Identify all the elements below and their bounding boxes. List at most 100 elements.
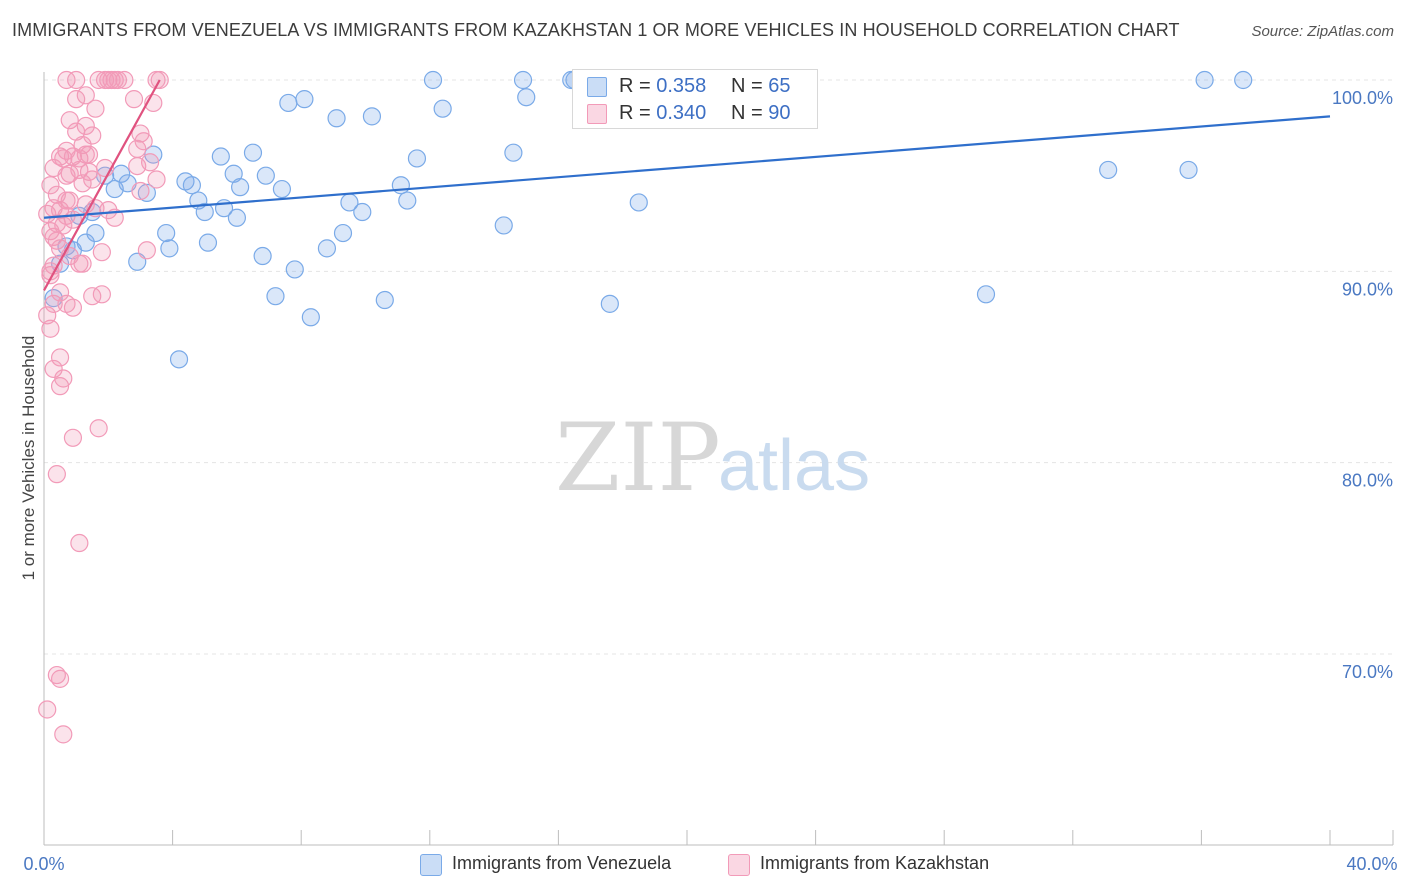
point-venezuela — [494, 216, 513, 235]
stats-legend: R = 0.358 N = 65 R = 0.340 N = 90 — [572, 69, 818, 129]
point-venezuela — [1234, 70, 1253, 90]
point-kazakhstan — [83, 170, 102, 189]
point-kazakhstan — [44, 359, 63, 379]
point-venezuela — [333, 223, 353, 243]
y-axis-label: 1 or more Vehicles in Household — [19, 336, 38, 581]
point-kazakhstan — [50, 669, 70, 688]
point-kazakhstan — [47, 231, 66, 250]
point-kazakhstan — [38, 700, 57, 719]
point-kazakhstan — [76, 116, 95, 136]
point-venezuela — [112, 164, 131, 183]
point-kazakhstan — [57, 191, 76, 210]
point-venezuela — [231, 178, 250, 197]
point-venezuela — [157, 223, 176, 243]
trend-line-venezuela — [43, 115, 1331, 219]
point-kazakhstan — [92, 243, 111, 262]
point-kazakhstan — [89, 419, 108, 438]
point-kazakhstan — [54, 725, 73, 744]
legend-label-venezuela: Immigrants from Venezuela — [452, 853, 672, 873]
point-kazakhstan — [140, 153, 160, 172]
point-venezuela — [433, 99, 452, 118]
venezuela-swatch — [587, 77, 607, 97]
n-value-venezuela: 65 — [768, 75, 791, 97]
r-value-venezuela: 0.358 — [656, 75, 707, 97]
point-kazakhstan — [63, 428, 83, 447]
point-venezuela — [327, 109, 346, 128]
point-venezuela — [375, 290, 394, 310]
point-kazakhstan — [76, 145, 95, 164]
legend-label-kazakhstan: Immigrants from Kazakhstan — [760, 853, 990, 873]
point-venezuela — [160, 239, 179, 258]
point-kazakhstan — [137, 241, 156, 260]
point-venezuela — [243, 143, 263, 162]
point-kazakhstan — [54, 369, 73, 388]
point-venezuela — [407, 149, 427, 168]
point-venezuela — [211, 147, 230, 166]
series-legend: Immigrants from Venezuela Immigrants fro… — [0, 852, 1406, 878]
point-venezuela — [137, 183, 156, 202]
n-label: N = — [731, 102, 763, 124]
point-venezuela — [272, 179, 292, 199]
point-kazakhstan — [60, 164, 79, 183]
point-kazakhstan — [67, 90, 86, 109]
point-kazakhstan — [76, 86, 95, 105]
y-tick-label-70: 70.0% — [1342, 662, 1393, 682]
r-label: R = — [619, 75, 651, 97]
trend-lines — [43, 79, 1331, 291]
point-venezuela — [266, 287, 285, 306]
point-venezuela — [295, 90, 314, 109]
point-kazakhstan — [89, 70, 108, 90]
point-venezuela — [182, 176, 201, 195]
point-venezuela — [198, 233, 218, 252]
kazakhstan-swatch — [587, 104, 607, 124]
point-kazakhstan — [70, 160, 89, 180]
point-kazakhstan — [73, 174, 92, 193]
source-credit: Source: ZipAtlas.com — [1251, 23, 1394, 40]
point-kazakhstan — [73, 135, 92, 155]
point-venezuela — [279, 93, 298, 113]
y-tick-label-100: 100.0% — [1332, 88, 1393, 108]
point-venezuela — [86, 223, 105, 243]
chart-title: IMMIGRANTS FROM VENEZUELA VS IMMIGRANTS … — [12, 20, 1180, 40]
point-kazakhstan — [67, 70, 86, 90]
point-kazakhstan — [108, 70, 128, 90]
y-tick-label-80: 80.0% — [1342, 471, 1393, 491]
watermark-atlas: atlas — [718, 426, 870, 506]
point-venezuela — [76, 233, 95, 252]
point-kazakhstan — [50, 348, 70, 367]
point-venezuela — [195, 202, 214, 222]
point-venezuela — [600, 294, 619, 313]
point-kazakhstan — [41, 176, 60, 195]
point-kazakhstan — [83, 126, 102, 145]
point-kazakhstan — [70, 533, 89, 553]
watermark-zip: ZIP — [555, 404, 721, 513]
point-kazakhstan — [86, 99, 105, 118]
point-venezuela — [301, 308, 320, 327]
point-kazakhstan — [124, 90, 144, 109]
point-kazakhstan — [38, 306, 57, 325]
r-label: R = — [619, 102, 651, 124]
watermark: ZIP atlas — [555, 404, 870, 513]
point-kazakhstan — [73, 254, 92, 273]
point-venezuela — [1195, 70, 1214, 90]
point-venezuela — [629, 193, 648, 212]
point-kazakhstan — [131, 181, 150, 201]
n-label: N = — [731, 75, 763, 97]
point-venezuela — [227, 208, 246, 227]
point-kazakhstan — [63, 298, 83, 317]
point-venezuela — [353, 202, 372, 222]
point-venezuela — [976, 285, 996, 304]
point-kazakhstan — [147, 170, 166, 189]
point-kazakhstan — [115, 70, 134, 90]
point-venezuela — [1179, 160, 1198, 180]
point-venezuela — [253, 246, 272, 266]
y-tick-labels: 70.0% 80.0% 90.0% 100.0% — [1332, 88, 1393, 682]
point-kazakhstan — [50, 283, 70, 302]
x-tick-label-min: 0.0% — [23, 854, 64, 874]
y-tick-label-90: 90.0% — [1342, 279, 1393, 299]
point-kazakhstan — [134, 132, 153, 151]
point-venezuela — [169, 350, 189, 369]
point-venezuela — [1099, 160, 1118, 180]
point-kazakhstan — [41, 319, 60, 338]
